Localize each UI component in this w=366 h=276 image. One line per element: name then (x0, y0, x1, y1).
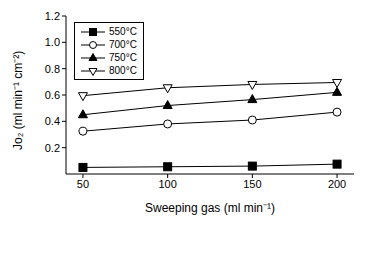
html-text:550°C: 550°C (109, 26, 137, 37)
svg-text:1.0: 1.0 (45, 36, 60, 48)
svg-text:Sweeping gas (ml min⁻¹): Sweeping gas (ml min⁻¹) (145, 201, 275, 215)
svg-text:0.4: 0.4 (45, 115, 60, 127)
html-text:800°C: 800°C (109, 65, 137, 76)
svg-text:1.2: 1.2 (45, 10, 60, 22)
svg-text:100: 100 (158, 178, 176, 190)
svg-text:50: 50 (77, 178, 89, 190)
html-text:700°C: 700°C (109, 39, 137, 50)
svg-text:200: 200 (328, 178, 346, 190)
svg-text:0.6: 0.6 (45, 89, 60, 101)
svg-text:0.2: 0.2 (45, 142, 60, 154)
html-text:750°C: 750°C (109, 52, 137, 63)
svg-text:150: 150 (243, 178, 261, 190)
svg-text:Jo₂ (ml min⁻¹ cm⁻²): Jo₂ (ml min⁻¹ cm⁻²) (11, 51, 25, 150)
svg-text:0.8: 0.8 (45, 63, 60, 75)
